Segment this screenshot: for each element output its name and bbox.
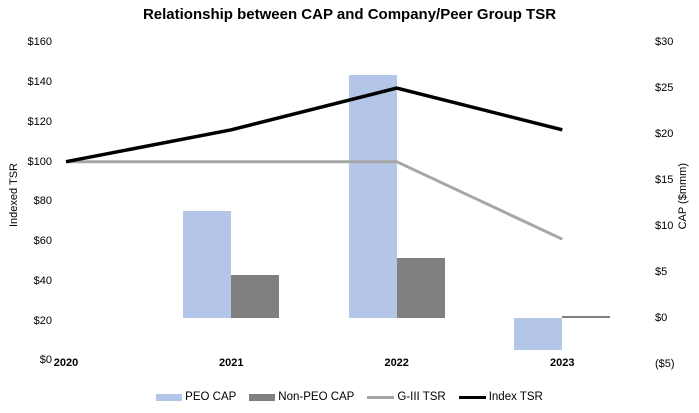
bar-non-peo-cap-2021 <box>231 275 280 318</box>
legend-item-peo-cap: PEO CAP <box>156 391 236 403</box>
legend-swatch-g-iii-tsr <box>367 395 395 399</box>
legend-swatch-peo-cap <box>156 393 183 401</box>
x-axis-label-2020: 2020 <box>53 357 79 369</box>
legend-swatch-index-tsr <box>458 395 486 399</box>
bar-non-peo-cap-2022 <box>396 258 445 318</box>
right-axis-title: CAP ($mmm) <box>677 163 689 230</box>
left-axis-tick--0: $0 <box>39 354 52 367</box>
x-axis-label-2022: 2022 <box>384 357 409 369</box>
bar-peo-cap-2021 <box>183 211 232 318</box>
right-axis-tick--5-: ($5) <box>655 357 675 370</box>
legend-label-non-peo-cap: Non-PEO CAP <box>278 391 355 403</box>
legend-label-g-iii-tsr: G-III TSR <box>397 391 446 403</box>
right-axis-tick--15: $15 <box>655 174 674 187</box>
bar-peo-cap-2023 <box>514 317 563 350</box>
legend: PEO CAP Non-PEO CAP G-III TSR Index TSR <box>0 389 699 405</box>
legend-label-peo-cap: PEO CAP <box>185 391 237 403</box>
right-axis-tick--10: $10 <box>655 219 674 232</box>
line-index-tsr <box>65 86 563 164</box>
left-axis-tick--40: $40 <box>33 274 52 287</box>
right-axis-tick--5: $5 <box>655 265 668 278</box>
legend-item-index-tsr: Index TSR <box>458 391 543 403</box>
legend-item-non-peo-cap: Non-PEO CAP <box>249 391 354 403</box>
left-axis-tick--20: $20 <box>33 314 52 327</box>
right-axis-tick--20: $20 <box>655 128 674 141</box>
line-g-iii-tsr <box>66 160 563 241</box>
right-axis-tick--0: $0 <box>655 311 668 324</box>
x-axis-label-2023: 2023 <box>550 357 575 369</box>
left-axis-tick--120: $120 <box>27 115 52 128</box>
left-axis-tick--160: $160 <box>27 36 52 49</box>
bar-non-peo-cap-2023 <box>562 315 611 318</box>
legend-swatch-non-peo-cap <box>249 393 276 401</box>
left-axis-tick--80: $80 <box>33 195 52 208</box>
right-axis-tick--30: $30 <box>655 36 674 49</box>
chart-title: Relationship between CAP and Company/Pee… <box>142 6 557 23</box>
left-axis-tick--100: $100 <box>27 155 52 168</box>
right-axis-tick--25: $25 <box>655 82 674 95</box>
legend-item-g-iii-tsr: G-III TSR <box>367 391 446 403</box>
bar-peo-cap-2022 <box>348 74 397 318</box>
left-axis-tick--60: $60 <box>33 235 52 248</box>
x-axis-label-2021: 2021 <box>219 357 244 369</box>
left-axis-tick--140: $140 <box>27 76 52 89</box>
legend-label-index-tsr: Index TSR <box>488 391 543 403</box>
